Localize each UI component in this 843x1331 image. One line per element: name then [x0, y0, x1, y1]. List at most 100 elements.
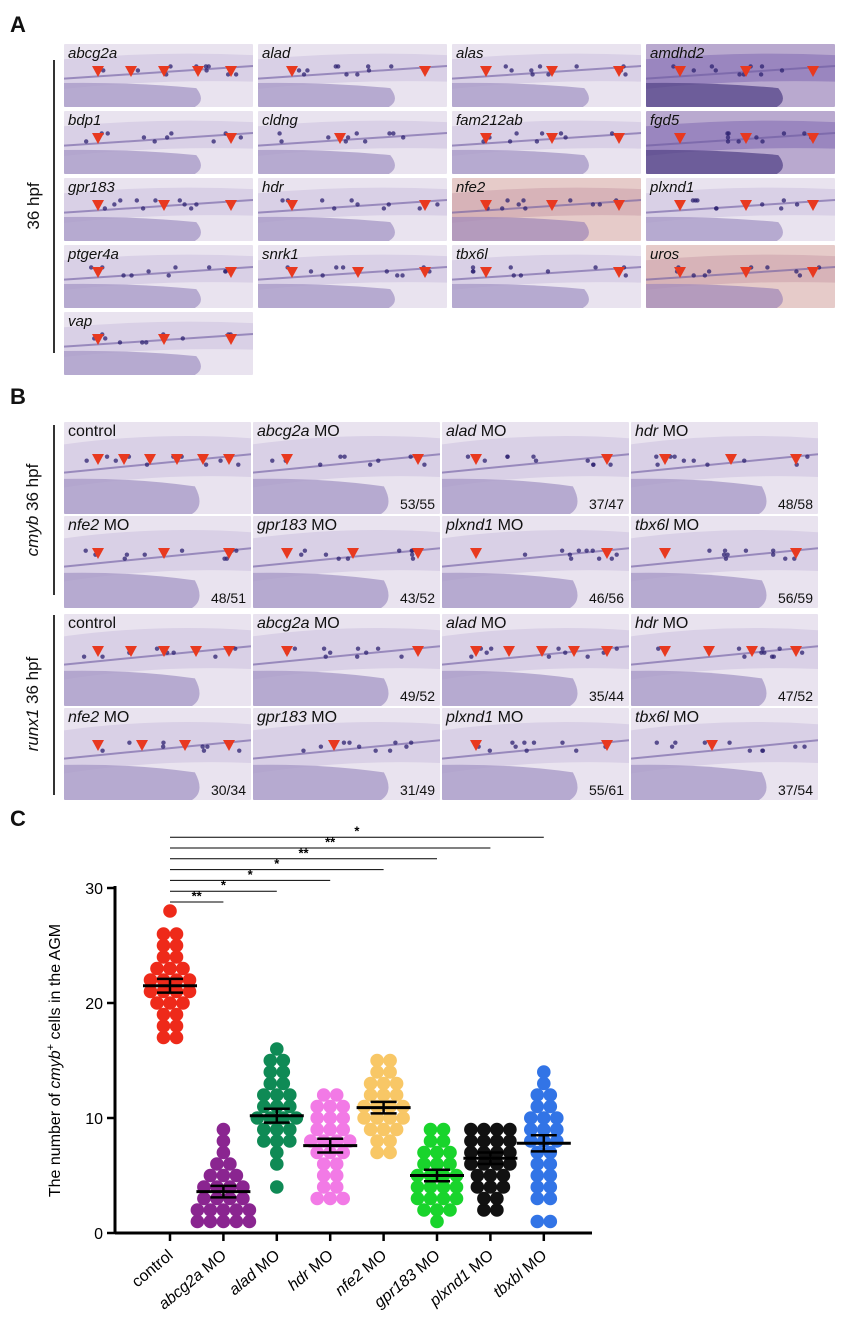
significance-label: *: [274, 856, 280, 871]
gene-name: vap: [68, 313, 93, 330]
gene-name: bdp1: [68, 112, 102, 129]
data-point: [250, 1111, 265, 1125]
data-point: [410, 1180, 425, 1194]
gene-name: snrk1: [262, 246, 299, 263]
red-arrowhead-icon: [419, 66, 431, 77]
panel-b-tile: control: [64, 422, 251, 514]
condition-suffix: MO: [668, 709, 700, 726]
red-arrowhead-icon: [659, 548, 671, 559]
data-point: [470, 1168, 485, 1183]
embryo-ratio: 31/49: [399, 782, 435, 798]
gene-label: abcg2a: [68, 45, 117, 62]
red-arrowhead-icon: [725, 454, 737, 465]
data-point: [537, 1111, 551, 1125]
data-point: [316, 1168, 331, 1183]
panel-b-cmyb-label: cmyb 36 hpf: [23, 455, 43, 565]
data-point: [270, 1134, 284, 1148]
data-point: [203, 1168, 218, 1183]
gene-label: amdhd2: [650, 45, 704, 62]
data-point: [156, 950, 171, 964]
red-arrowhead-icon: [286, 267, 298, 278]
embryo-image: [253, 516, 440, 608]
embryo-ratio: 35/44: [588, 688, 624, 704]
gene-label: alas: [456, 45, 484, 62]
gene-name: alad: [262, 45, 291, 62]
gene-name: ptger4a: [68, 246, 119, 263]
red-arrowhead-icon: [706, 740, 718, 751]
gene-name: gpr183: [68, 179, 115, 196]
y-tick-label: 0: [94, 1226, 103, 1243]
red-arrowhead-icon: [480, 200, 492, 211]
data-point: [283, 1134, 297, 1148]
data-point: [396, 1111, 410, 1125]
data-point: [530, 1157, 545, 1171]
data-point: [550, 1111, 564, 1125]
data-point: [464, 1122, 478, 1137]
red-arrowhead-icon: [281, 646, 293, 657]
data-point: [283, 1088, 297, 1102]
gene-label: fam212ab: [456, 112, 523, 129]
red-arrowhead-icon: [613, 66, 625, 77]
data-point: [182, 973, 197, 987]
data-point: [316, 1157, 331, 1171]
red-arrowhead-icon: [225, 334, 237, 345]
red-arrowhead-icon: [807, 200, 819, 211]
condition-suffix: MO: [658, 423, 689, 440]
y-axis-label: The number of cmyb+ cells in the AGM: [45, 924, 64, 1197]
data-point: [430, 1214, 444, 1229]
data-point: [169, 938, 184, 953]
panel-a-tile: vap: [64, 312, 253, 375]
gene-name: fgd5: [650, 112, 680, 129]
condition-gene: nfe2: [68, 709, 100, 726]
gene-label: ptger4a: [68, 246, 119, 263]
data-point: [310, 1191, 325, 1206]
data-point: [530, 1099, 545, 1114]
condition-label: plxnd1 MO: [446, 517, 523, 535]
data-point: [410, 1191, 425, 1206]
panel-a-tile: fam212ab: [452, 111, 641, 174]
data-point: [203, 1203, 218, 1217]
data-point: [216, 1134, 231, 1148]
panel-a-tile: gpr183: [64, 178, 253, 241]
condition-label: alad MO: [446, 615, 506, 633]
data-point: [270, 1042, 284, 1056]
data-point: [483, 1180, 498, 1194]
data-point: [503, 1157, 517, 1171]
data-point: [417, 1203, 431, 1217]
data-point: [417, 1157, 431, 1171]
panel-a-tile: tbx6l: [452, 245, 641, 308]
condition-gene: control: [68, 423, 117, 440]
data-point: [449, 1180, 464, 1194]
embryo-image: [442, 422, 629, 514]
data-point: [216, 1214, 231, 1229]
data-point: [163, 904, 177, 918]
data-point: [490, 1134, 504, 1148]
red-arrowhead-icon: [659, 454, 671, 465]
red-arrowhead-icon: [746, 646, 758, 657]
condition-gene: plxnd1: [446, 709, 494, 726]
red-arrowhead-icon: [480, 267, 492, 278]
red-arrowhead-icon: [281, 454, 293, 465]
red-arrowhead-icon: [190, 646, 202, 657]
data-point: [197, 1191, 211, 1206]
red-arrowhead-icon: [136, 740, 148, 751]
data-point: [257, 1134, 271, 1148]
condition-gene: gpr183: [257, 709, 307, 726]
data-point: [176, 996, 190, 1010]
data-point: [464, 1157, 478, 1171]
data-point: [376, 1076, 391, 1091]
red-arrowhead-icon: [352, 267, 364, 278]
data-point: [370, 1065, 384, 1079]
embryo-image: [452, 44, 641, 107]
red-arrowhead-icon: [412, 548, 424, 559]
data-point: [376, 1122, 391, 1137]
red-arrowhead-icon: [546, 66, 558, 77]
red-arrowhead-icon: [790, 454, 802, 465]
data-point: [543, 1157, 558, 1171]
gene-name: amdhd2: [650, 45, 705, 62]
red-arrowhead-icon: [613, 267, 625, 278]
red-arrowhead-icon: [740, 200, 752, 211]
data-point: [236, 1191, 250, 1206]
data-point: [543, 1088, 558, 1102]
panel-b-tile: alad MO 35/44: [442, 614, 629, 706]
